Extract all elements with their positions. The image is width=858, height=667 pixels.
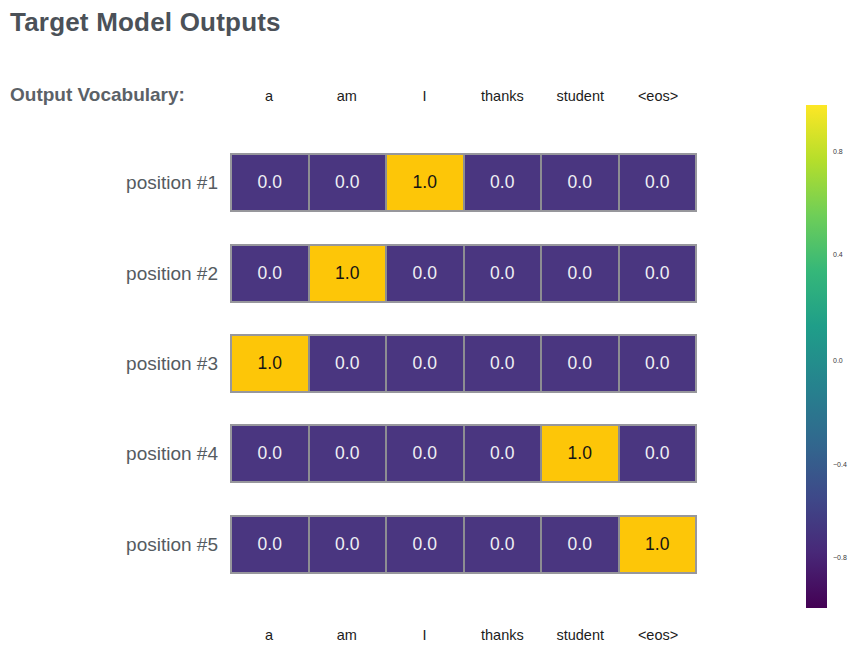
page-title: Target Model Outputs <box>10 7 281 38</box>
vocab-footer-label: thanks <box>463 623 541 647</box>
heatmap-cell: 0.0 <box>310 426 386 481</box>
vocab-header-label: am <box>308 84 386 108</box>
vocab-footer-label: I <box>386 623 464 647</box>
output-vocabulary-label: Output Vocabulary: <box>10 84 185 106</box>
heatmap-cell: 0.0 <box>542 246 618 301</box>
heatmap-cell: 0.0 <box>465 426 541 481</box>
heatmap-cell: 0.0 <box>620 426 696 481</box>
colorbar-gradient <box>806 105 827 608</box>
vocab-footer-label: a <box>230 623 308 647</box>
heatmap-cell: 1.0 <box>542 426 618 481</box>
row-label: position #5 <box>0 515 218 574</box>
heatmap-grid: 0.0 0.0 1.0 0.0 0.0 0.0 <box>230 153 697 212</box>
vocab-footer-row: a am I thanks student <eos> <box>230 623 697 647</box>
vocab-header-row: a am I thanks student <eos> <box>230 84 697 108</box>
heatmap-cell: 0.0 <box>465 336 541 391</box>
heatmap-cell: 1.0 <box>387 155 463 210</box>
heatmap-grid: 0.0 0.0 0.0 0.0 0.0 1.0 <box>230 515 697 574</box>
heatmap-cell: 0.0 <box>542 155 618 210</box>
row-label: position #4 <box>0 424 218 483</box>
heatmap-cell: 0.0 <box>232 517 308 572</box>
figure-target-model-outputs: Target Model Outputs Output Vocabulary: … <box>0 0 858 667</box>
vocab-footer-label: student <box>541 623 619 647</box>
colorbar-tick-label: 0.4 <box>833 251 843 259</box>
vocab-header-label: <eos> <box>619 84 697 108</box>
heatmap-cell: 0.0 <box>620 246 696 301</box>
colorbar: 0.8 0.4 0.0 −0.4 −0.8 <box>806 105 858 608</box>
heatmap-cell: 1.0 <box>232 336 308 391</box>
row-label: position #2 <box>0 244 218 303</box>
colorbar-tick-label: −0.4 <box>833 461 847 469</box>
heatmap-cell: 0.0 <box>542 517 618 572</box>
colorbar-tick-label: −0.8 <box>833 554 847 562</box>
heatmap-cell: 0.0 <box>310 155 386 210</box>
heatmap-cell: 0.0 <box>387 246 463 301</box>
heatmap-cell: 0.0 <box>232 246 308 301</box>
heatmap-grid: 1.0 0.0 0.0 0.0 0.0 0.0 <box>230 334 697 393</box>
row-label: position #3 <box>0 334 218 393</box>
heatmap-cell: 0.0 <box>542 336 618 391</box>
vocab-header-label: I <box>386 84 464 108</box>
heatmap-row: position #1 0.0 0.0 1.0 0.0 0.0 0.0 <box>0 153 858 212</box>
heatmap-row: position #4 0.0 0.0 0.0 0.0 1.0 0.0 <box>0 424 858 483</box>
heatmap-cell: 0.0 <box>310 517 386 572</box>
heatmap-cell: 0.0 <box>465 517 541 572</box>
heatmap-cell: 1.0 <box>310 246 386 301</box>
heatmap-cell: 0.0 <box>620 336 696 391</box>
colorbar-tick-label: 0.0 <box>833 357 843 365</box>
vocab-header-label: thanks <box>463 84 541 108</box>
heatmap-row: position #3 1.0 0.0 0.0 0.0 0.0 0.0 <box>0 334 858 393</box>
heatmap-row: position #5 0.0 0.0 0.0 0.0 0.0 1.0 <box>0 515 858 574</box>
vocab-footer-label: <eos> <box>619 623 697 647</box>
heatmap-cell: 1.0 <box>620 517 696 572</box>
heatmap-cell: 0.0 <box>465 155 541 210</box>
row-label: position #1 <box>0 153 218 212</box>
heatmap-cell: 0.0 <box>465 246 541 301</box>
heatmap-grid: 0.0 0.0 0.0 0.0 1.0 0.0 <box>230 424 697 483</box>
heatmap-cell: 0.0 <box>387 517 463 572</box>
heatmap-row: position #2 0.0 1.0 0.0 0.0 0.0 0.0 <box>0 244 858 303</box>
heatmap-cell: 0.0 <box>232 155 308 210</box>
colorbar-tick-label: 0.8 <box>833 148 843 156</box>
heatmap-cell: 0.0 <box>620 155 696 210</box>
heatmap-cell: 0.0 <box>310 336 386 391</box>
vocab-header-label: student <box>541 84 619 108</box>
heatmap-cell: 0.0 <box>387 336 463 391</box>
heatmap-grid: 0.0 1.0 0.0 0.0 0.0 0.0 <box>230 244 697 303</box>
vocab-header-label: a <box>230 84 308 108</box>
vocab-footer-label: am <box>308 623 386 647</box>
heatmap-cell: 0.0 <box>387 426 463 481</box>
heatmap-cell: 0.0 <box>232 426 308 481</box>
